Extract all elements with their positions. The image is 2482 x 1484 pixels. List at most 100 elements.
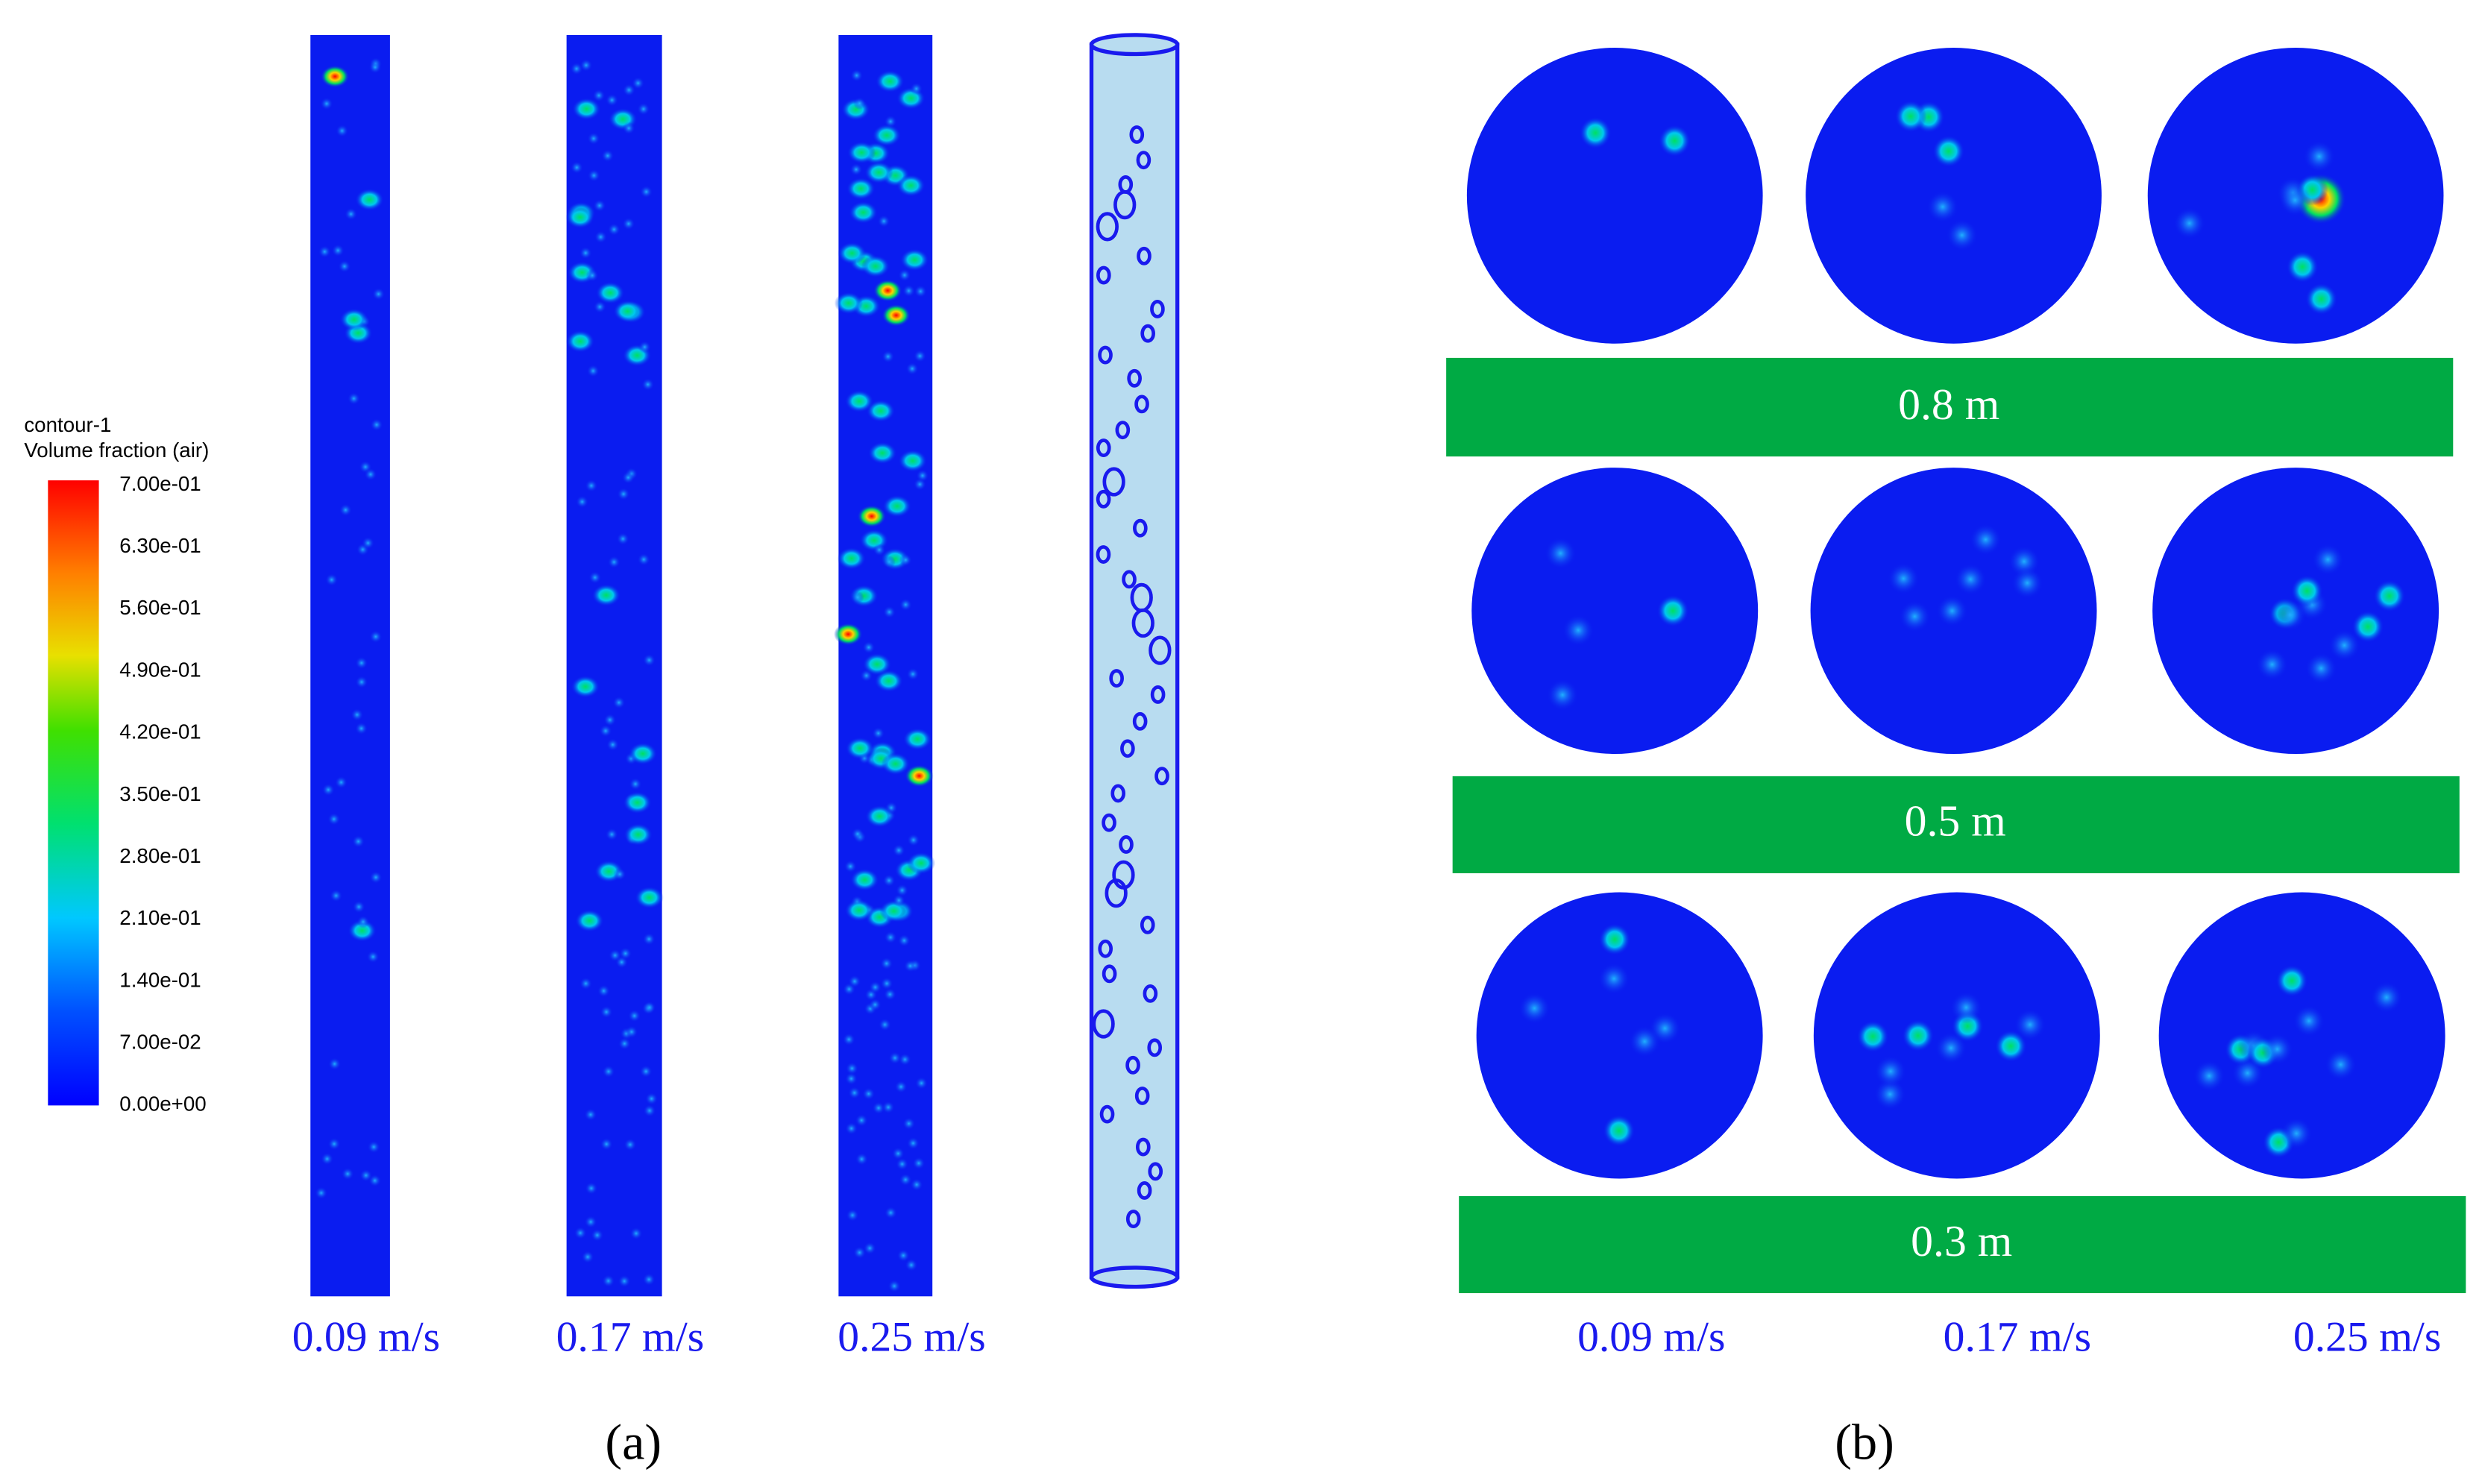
bubble — [348, 919, 377, 942]
tube-contour — [310, 34, 390, 1297]
height-label: 0.5 m — [1905, 796, 2006, 846]
bubble — [2173, 207, 2206, 239]
bubble — [318, 245, 331, 259]
bubble — [2014, 1008, 2046, 1041]
bubble — [341, 1167, 354, 1180]
bubble — [351, 834, 365, 848]
bubble-outline — [1147, 1038, 1163, 1057]
bubble-outline — [1132, 711, 1148, 731]
bubble — [1598, 923, 1631, 956]
bubble — [897, 934, 911, 947]
bubble — [1946, 218, 1979, 251]
bubble — [635, 886, 664, 909]
bubble — [356, 915, 370, 928]
colorbar-tick-label: 2.80e-01 — [119, 844, 201, 867]
bubble — [849, 163, 863, 176]
bubble — [613, 867, 626, 881]
bubble — [367, 1140, 380, 1154]
bubble — [862, 641, 876, 654]
bubble — [842, 1033, 855, 1046]
bubble — [355, 676, 368, 689]
velocity-label: 0.09 m/s — [292, 1313, 440, 1360]
bubble — [330, 889, 343, 902]
bubble — [338, 260, 351, 273]
bubble — [853, 97, 867, 110]
bubble — [594, 230, 608, 244]
bubble-outline — [1134, 1087, 1150, 1105]
panel-label: (b) — [1835, 1414, 1894, 1471]
bubble — [2280, 1117, 2313, 1150]
cross-sections — [1466, 47, 2445, 1179]
bubble-outline — [1149, 635, 1172, 665]
bubble-outline — [1131, 608, 1154, 638]
bubble — [327, 812, 341, 826]
bubble — [565, 206, 594, 229]
bubble-outline — [1125, 1055, 1140, 1075]
bubble-outline — [1096, 438, 1111, 458]
bubble-outline — [1150, 685, 1166, 704]
bubble — [585, 268, 599, 282]
bubble — [609, 949, 622, 962]
bubble — [618, 1037, 632, 1051]
bubble — [643, 1001, 656, 1014]
bubble — [347, 392, 361, 406]
bubble — [845, 1062, 858, 1075]
bubble — [623, 1138, 637, 1151]
bubble — [612, 696, 626, 709]
bubble-outline — [1129, 125, 1145, 144]
velocity-label: 0.25 m/s — [838, 1313, 985, 1360]
bubble — [606, 93, 619, 107]
bubble — [364, 468, 377, 481]
bubble — [584, 1216, 597, 1229]
colorbar-tick-label: 7.00e-02 — [119, 1031, 201, 1054]
bubble — [2279, 184, 2311, 216]
bubble-outline — [1099, 1104, 1115, 1124]
bubble — [1873, 1078, 1906, 1110]
bubble — [591, 584, 621, 607]
bubble — [882, 1101, 895, 1114]
bubble — [857, 505, 886, 528]
velocity-label: 0.09 m/s — [1577, 1313, 1725, 1360]
bubble — [1546, 679, 1579, 711]
bubble — [834, 623, 863, 646]
bubble-outline — [1102, 813, 1116, 832]
bubble — [868, 441, 897, 465]
bubble — [884, 931, 897, 944]
bubble — [2011, 567, 2043, 600]
bubble — [565, 330, 595, 353]
bubble — [637, 102, 650, 116]
bubble — [1856, 1020, 1889, 1053]
bubble — [579, 977, 593, 990]
bubble — [844, 390, 874, 412]
bubble — [361, 536, 374, 550]
bubble — [2293, 1004, 2325, 1037]
bubble — [600, 1137, 613, 1151]
bubble — [2303, 140, 2336, 173]
bubble — [593, 199, 606, 213]
bubble — [898, 1053, 911, 1066]
bubble — [587, 132, 600, 145]
bubble-outline — [1154, 767, 1169, 786]
bubble — [617, 487, 630, 501]
bubble — [863, 1242, 876, 1255]
bubble — [613, 300, 642, 323]
bubble — [882, 606, 896, 619]
bubble — [872, 124, 902, 147]
bubble — [898, 450, 927, 472]
bubble — [905, 1258, 918, 1271]
bubble — [606, 738, 620, 752]
bubble — [845, 737, 875, 760]
colorbar-title: contour-1 — [24, 413, 111, 436]
bubble — [887, 1280, 901, 1293]
bubble — [638, 340, 652, 353]
colorbar-tick-label: 4.90e-01 — [119, 658, 201, 681]
bubble — [861, 255, 890, 278]
bubble — [642, 1273, 656, 1286]
bubble-outline — [1140, 915, 1155, 934]
bubble — [321, 1152, 334, 1166]
bubble — [902, 284, 916, 298]
bubble-outline — [1148, 1162, 1163, 1181]
bubble — [2193, 1060, 2225, 1092]
bubble — [1935, 1032, 1967, 1064]
